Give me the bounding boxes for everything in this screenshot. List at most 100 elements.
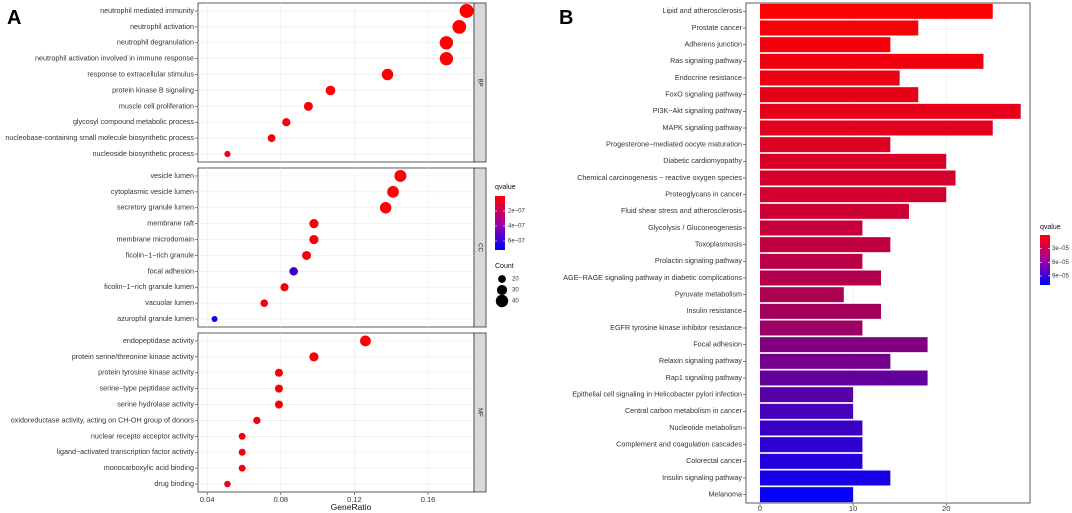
pathway-label: Nucleotide metabolism	[669, 423, 742, 432]
pathway-label: Insulin resistance	[686, 306, 742, 315]
term-label: ficolin−1−rich granule	[126, 250, 194, 259]
bar	[760, 220, 863, 236]
dot-point	[439, 36, 454, 50]
pathway-label: EGFR tyrosine kinase inhibitor resistanc…	[610, 323, 742, 332]
term-label: drug binding	[154, 479, 194, 488]
term-label: azurophil granule lumen	[117, 314, 194, 323]
facet-strip	[473, 2, 487, 163]
pathway-label: Pyruvate metabolism	[675, 290, 742, 299]
barplot-x-axis: 0 10 20	[758, 503, 950, 513]
dot-point	[274, 384, 283, 393]
dot-point	[282, 118, 291, 127]
term-label: vacuolar lumen	[145, 298, 194, 307]
colorbar-tick-label: 9e−05	[1052, 273, 1070, 279]
dot-point	[267, 134, 276, 143]
count-legend-label: 30	[512, 288, 519, 294]
count-legend-dot	[495, 294, 509, 308]
pathway-label: Focal adhesion	[693, 340, 742, 349]
barplot-legend: qvalue 3e−05 6e−05 9e−05	[1040, 224, 1070, 285]
colorbar-tick-label: 2e−07	[508, 209, 526, 215]
x-tick-label: 0.04	[200, 495, 215, 504]
pathway-label: Toxoplasmosis	[695, 240, 743, 249]
bar	[760, 187, 947, 203]
bar	[760, 320, 863, 336]
pathway-label: Fluid shear stress and atherosclerosis	[621, 206, 742, 215]
bar	[760, 387, 854, 403]
facet-strip-label: CC	[476, 243, 482, 252]
term-label: endopeptidase activity	[123, 336, 195, 345]
bar	[760, 87, 919, 103]
colorbar-tick-label: 6e−05	[1052, 260, 1070, 266]
bar	[760, 370, 928, 386]
term-label: monocarboxylic acid binding	[104, 463, 194, 472]
bar	[760, 70, 900, 86]
dot-point	[309, 234, 319, 245]
bar	[760, 153, 947, 169]
dot-point	[452, 19, 467, 34]
bar	[760, 20, 919, 36]
term-label: neutrophil activation	[130, 22, 194, 31]
pathway-label: Insulin signaling pathway	[662, 473, 742, 482]
term-label: glycosyl compound metabolic process	[73, 117, 194, 126]
pathway-label: Melanoma	[708, 490, 742, 499]
bar	[760, 120, 993, 136]
dot-point	[360, 335, 371, 347]
bar	[760, 103, 1021, 119]
pathway-label: Progesterone−mediated oocyte maturation	[606, 140, 742, 149]
dot-point	[280, 283, 289, 292]
dot-point	[387, 185, 399, 198]
bar	[760, 487, 854, 503]
term-label: protein kinase B signaling	[112, 85, 194, 94]
term-label: oxidoreductase activity, acting on CH-OH…	[11, 415, 195, 424]
pathway-label: Adherens junction	[684, 40, 742, 49]
panel-a: A BP neutrophil mediated immunity neutroph…	[5, 2, 526, 512]
dot-point	[325, 85, 336, 96]
term-label: neutrophil mediated immunity	[100, 6, 194, 15]
pathway-label: Proteoglycans in cancer	[665, 190, 742, 199]
term-label: secretory granule lumen	[117, 203, 194, 212]
term-label: ficolin−1−rich granule lumen	[104, 282, 194, 291]
facet-strip	[473, 167, 487, 328]
bar	[760, 237, 891, 253]
bar	[760, 270, 882, 286]
dotplot-x-axis: 0.04 0.08 0.12 0.16	[200, 492, 435, 504]
term-label: muscle cell proliferation	[119, 101, 194, 110]
x-tick-label: 0.16	[421, 495, 436, 504]
pathway-label: Relaxin signaling pathway	[659, 356, 743, 365]
term-label: serine−type peptidase activity	[100, 384, 195, 393]
count-legend-title: Count	[495, 263, 514, 270]
dot-point	[394, 169, 407, 182]
dot-point	[309, 352, 319, 362]
bar	[760, 53, 984, 69]
pathway-label: AGE−RAGE signaling pathway in diabetic c…	[563, 273, 742, 282]
pathway-label: Chemical carcinogenesis − reactive oxyge…	[577, 173, 742, 182]
bar	[760, 303, 882, 319]
facet-strip	[473, 332, 487, 493]
pathway-label: FoxO signaling pathway	[665, 90, 742, 99]
term-label: neutrophil activation involved in immune…	[35, 54, 194, 63]
count-legend-label: 20	[512, 277, 519, 283]
bar	[760, 253, 863, 269]
panel-b-letter: B	[559, 7, 573, 29]
count-legend-label: 40	[512, 299, 519, 305]
colorbar-tick-label: 4e−07	[508, 224, 526, 230]
bar	[760, 37, 891, 53]
bar	[760, 470, 891, 486]
x-tick-label: 0.12	[347, 495, 362, 504]
pathway-label: Epithelial cell signaling in Helicobacte…	[572, 390, 742, 399]
dot-point	[439, 51, 454, 66]
facet-strip-label: BP	[476, 78, 482, 86]
term-label: serine hydrolase activity	[117, 399, 194, 408]
dot-point	[289, 267, 298, 276]
dot-point	[309, 219, 319, 229]
pathway-label: Prolactin signaling pathway	[655, 256, 743, 265]
barplot-panel	[745, 2, 1031, 504]
dot-point	[238, 448, 246, 456]
dot-point	[274, 400, 283, 409]
term-label: focal adhesion	[148, 266, 194, 275]
term-label: protein serine/threonine kinase activity	[72, 352, 195, 361]
bar	[760, 337, 928, 353]
qvalue-legend-title: qvalue	[1040, 224, 1061, 231]
barplot-area: Lipid and atherosclerosis Prostate cancer…	[563, 2, 1031, 504]
dot-point	[238, 432, 246, 440]
